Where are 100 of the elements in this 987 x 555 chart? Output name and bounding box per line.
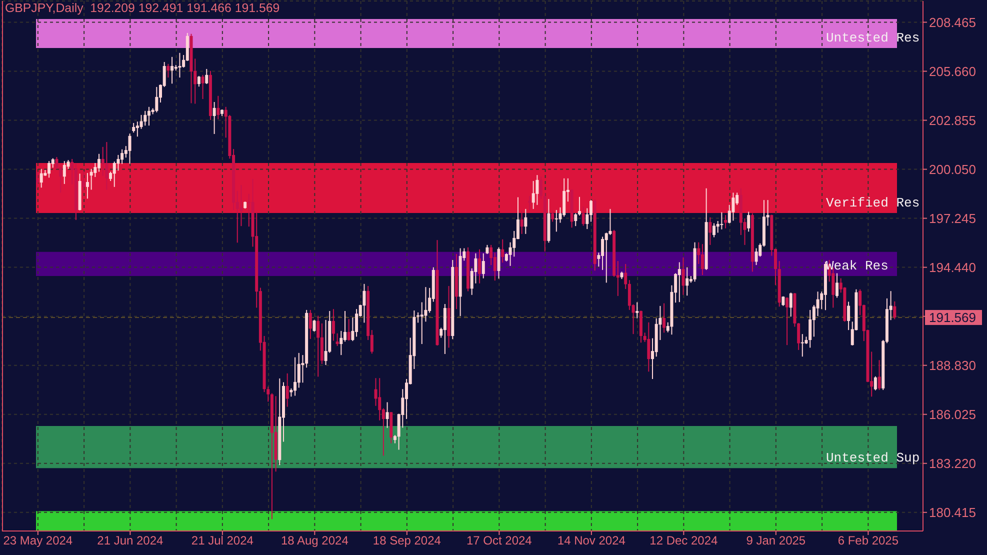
y-tick-label: 200.050 [929,162,976,177]
candlestick [351,317,354,342]
candlestick [378,378,382,421]
candlestick [662,302,666,334]
candlestick [732,192,735,222]
y-tick-label: 202.855 [929,112,976,128]
x-tick-label: 21 Jun 2024 [97,534,164,548]
x-tick-label: 14 Nov 2024 [557,534,626,548]
candlestick [800,334,804,358]
candlestick [55,156,58,170]
candlestick [344,310,346,342]
candlestick [170,56,174,84]
candlestick [320,322,324,364]
candlestick [874,376,877,391]
band-label: Untested Sup [826,450,920,466]
candlestick [312,319,316,332]
candlestick [582,206,585,226]
band-label: Untested Res [826,30,920,46]
chart-title: GBPJPY,Daily 192.209 192.491 191.466 191.569 [5,1,280,15]
candlestick [574,212,578,227]
candlestick [540,176,543,200]
candlestick [316,315,320,378]
candlestick [286,372,289,408]
candlestick [636,302,639,319]
y-tick-label: 183.220 [929,456,976,471]
y-tick-label: 205.660 [929,64,976,79]
candlestick [482,252,485,279]
candlestick [847,301,850,331]
candlestick [59,166,62,194]
y-tick-label: 188.830 [929,358,976,373]
candlestick [816,291,820,317]
candlestick [700,244,704,276]
candlestick [120,148,124,165]
x-tick-label: 18 Aug 2024 [280,534,349,548]
candlestick [212,102,216,134]
candlestick [386,402,389,428]
candlestick [40,168,43,188]
candlestick [132,122,136,134]
candlestick [601,236,604,270]
candlestick [878,360,881,390]
candlestick [678,262,681,303]
candlestick [216,95,220,120]
candlestick [554,209,558,232]
candlestick [48,160,51,178]
candlestick [443,304,446,354]
candlestick [308,309,312,340]
candlestick [786,296,789,346]
candlestick [36,171,39,188]
candlestick [201,74,204,100]
x-tick-label: 18 Sep 2024 [372,534,442,548]
candlestick [836,272,838,298]
candlestick [82,170,86,192]
candlestick [747,211,750,232]
candlestick [501,238,504,264]
candlestick [140,114,143,130]
candlestick [712,222,716,238]
candlestick [590,200,592,222]
candlestick [797,322,800,350]
y-tick-label: 194.440 [929,260,976,275]
candlestick [355,308,358,338]
candlestick [551,211,554,222]
band-label: Verified Res [826,195,920,210]
y-tick-label: 208.465 [929,14,976,30]
candlestick [144,110,147,126]
candlestick [340,330,343,356]
candlestick [497,246,500,280]
candlestick [297,352,300,388]
candlestick [136,121,139,138]
candlestick [708,216,712,246]
y-tick-label: 180.415 [929,505,976,520]
candlestick [478,248,482,284]
band-label: Weak Res [826,258,888,274]
candlestick [86,172,89,200]
candlestick [754,248,758,266]
y-tick-label: 186.025 [929,406,976,422]
x-tick-label: 12 Dec 2024 [650,534,718,548]
candlestick [720,212,724,230]
candlestick [578,196,581,216]
candlestick [724,214,728,229]
candlestick [682,256,685,296]
candlestick [155,86,158,113]
candlestick [62,160,66,184]
candlestick [893,300,896,320]
candlestick [520,210,524,234]
x-tick-label: 17 Oct 2024 [466,534,532,548]
candlestick [789,292,792,318]
candlestick [205,68,208,85]
candlestick [178,52,182,78]
candlestick [332,308,335,342]
candlestick [166,63,170,78]
candlestick [808,309,812,348]
x-tick-label: 6 Feb 2025 [838,534,899,548]
candlestick [147,106,150,126]
candlestick [486,244,489,255]
candlestick [686,266,689,296]
candlestick [347,318,350,342]
candlestick [536,174,539,206]
x-tick-label: 23 May 2024 [3,534,73,548]
candlestick [294,356,297,396]
candlestick [647,322,650,372]
